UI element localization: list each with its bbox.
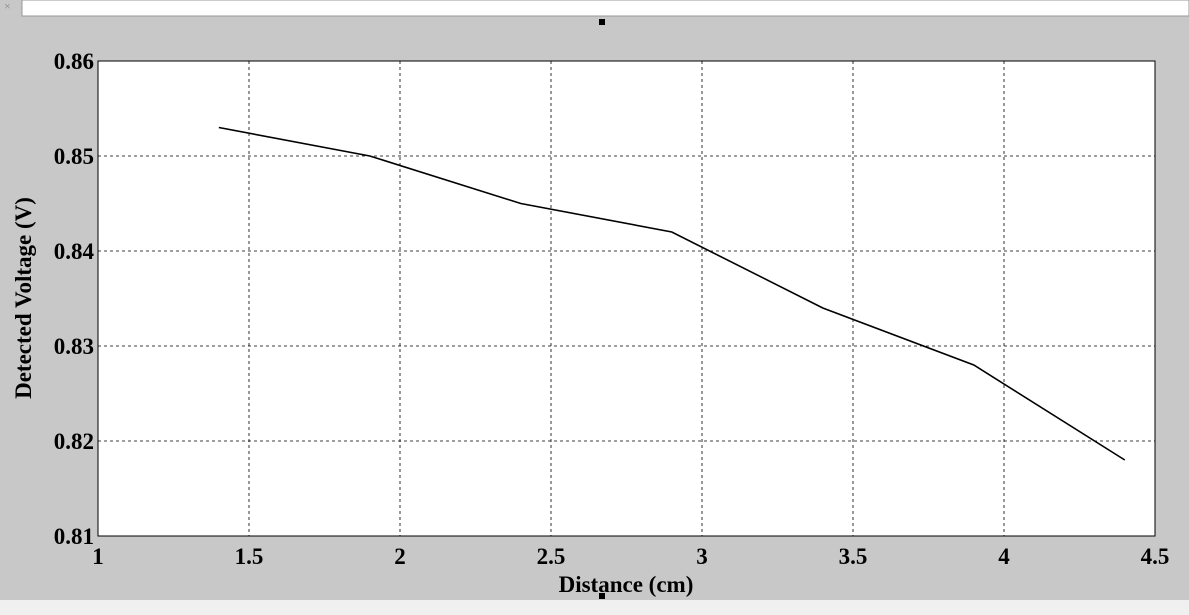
y-tick-label: 0.82 [54, 429, 94, 454]
resize-handle[interactable] [599, 19, 605, 25]
x-axis-label: Distance (cm) [559, 572, 694, 597]
toolbar-strip [21, 0, 1189, 17]
y-tick-label: 0.86 [54, 49, 94, 74]
close-icon[interactable]: × [4, 0, 11, 13]
x-tick-label: 2.5 [537, 544, 566, 569]
resize-handle[interactable] [599, 593, 605, 599]
x-tick-label: 2 [394, 544, 406, 569]
plot-area [97, 60, 1156, 537]
y-tick-label: 0.81 [54, 524, 94, 549]
y-tick-label: 0.85 [54, 144, 94, 169]
x-tick-label: 1.5 [235, 544, 264, 569]
status-strip [0, 600, 1189, 615]
y-axis-label: Detected Voltage (V) [11, 197, 36, 399]
x-tick-label: 1 [92, 544, 104, 569]
y-tick-label: 0.83 [54, 334, 94, 359]
y-tick-label: 0.84 [54, 239, 95, 264]
data-line [218, 126, 1126, 461]
x-tick-label: 4 [998, 544, 1010, 569]
x-tick-label: 4.5 [1141, 544, 1170, 569]
x-tick-label: 3.5 [839, 544, 868, 569]
x-tick-label: 3 [696, 544, 708, 569]
